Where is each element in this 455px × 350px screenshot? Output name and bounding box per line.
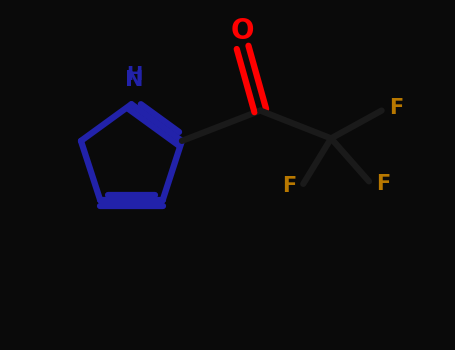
Text: F: F: [376, 174, 390, 194]
Text: O: O: [231, 17, 254, 45]
Text: F: F: [389, 98, 403, 118]
Text: H: H: [126, 65, 142, 84]
Text: N: N: [125, 70, 143, 90]
Text: F: F: [282, 176, 296, 196]
